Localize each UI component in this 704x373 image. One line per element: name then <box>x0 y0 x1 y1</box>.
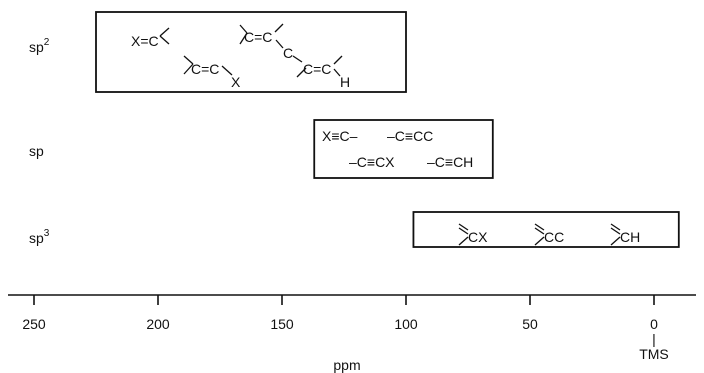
tms-marker: | <box>652 331 656 347</box>
tms-label: TMS <box>639 346 669 362</box>
fragment-c-chain: C <box>283 45 293 61</box>
fragment-c-triple-cc: –C≡CC <box>387 128 433 144</box>
x-tick-label-100: 100 <box>394 316 418 332</box>
fragment-c-triple-cx: –C≡CX <box>349 154 395 170</box>
x-tick-label-150: 150 <box>270 316 294 332</box>
range-box-sp <box>313 119 494 179</box>
row-label-sp3: sp3 <box>29 228 50 246</box>
x-tick-label-50: 50 <box>522 316 538 332</box>
fragment-ch: CH <box>620 229 640 245</box>
sp-structures: X≡C– –C≡CC –C≡CX –C≡CH <box>322 128 473 170</box>
fragment-cx: CX <box>468 229 488 245</box>
fragment-x-atom: X <box>231 74 241 90</box>
fragment-x-triple-c: X≡C– <box>322 128 358 144</box>
range-box-sp2 <box>95 11 407 93</box>
fragment-c-triple-ch: –C≡CH <box>427 154 473 170</box>
fragment-c-eq-c-x: C=C <box>191 61 219 77</box>
row-label-sp2: sp2 <box>29 37 50 55</box>
fragment-c-eq-c-top: C=C <box>244 29 272 45</box>
row-label-sp: sp <box>29 143 44 159</box>
sp2-structures: X=C C=C X C=C C C=C H <box>131 23 350 90</box>
x-tick-label-0: 0 <box>650 316 658 332</box>
range-box-sp3 <box>412 211 680 248</box>
x-tick-label-250: 250 <box>22 316 46 332</box>
x-axis-label: ppm <box>333 357 360 373</box>
x-tick-label-200: 200 <box>146 316 170 332</box>
fragment-c-eq-c-h: C=C <box>303 61 331 77</box>
sp3-structures: CX CC CH <box>458 223 640 246</box>
fragment-h-atom: H <box>340 74 350 90</box>
x-axis-ticks: 250 200 150 100 50 0 <box>22 295 658 332</box>
fragment-cc: CC <box>544 229 564 245</box>
fragment-x-eq-c: X=C <box>131 33 159 49</box>
